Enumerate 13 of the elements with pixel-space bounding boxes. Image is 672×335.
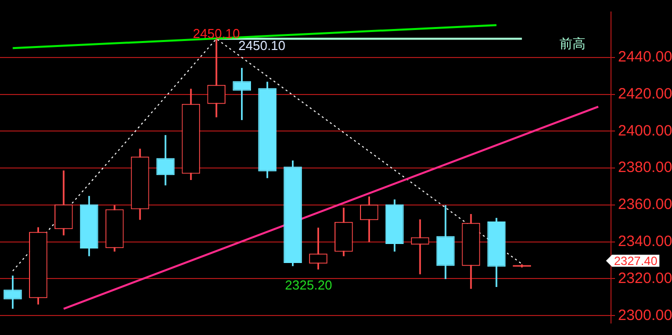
y-tick-label: 2400.00 (618, 122, 672, 140)
annotation: 2450.10 (192, 26, 240, 41)
y-tick-label: 2320.00 (618, 270, 672, 287)
annotation: 2325.20 (285, 277, 332, 292)
annotation: 前高 (560, 36, 586, 52)
y-tick-label: 2360.00 (618, 196, 672, 214)
y-tick-label: 2380.00 (618, 159, 672, 176)
y-tick-label: 2340.00 (618, 232, 672, 250)
y-tick-label: 2420.00 (618, 85, 672, 102)
y-tick-label: 2300.00 (618, 306, 672, 324)
y-tick-label: 2440.00 (618, 48, 672, 66)
text: 2327.40 (614, 254, 658, 268)
series-label: 2450.10 (238, 38, 286, 53)
